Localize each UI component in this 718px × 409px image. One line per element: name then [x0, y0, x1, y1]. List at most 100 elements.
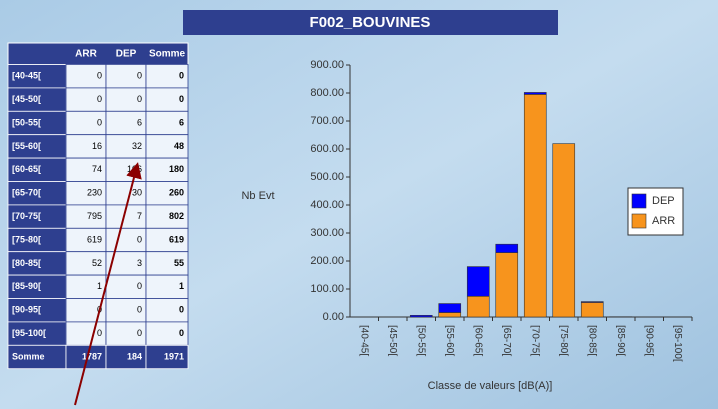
x-tick-label: [70-75[: [530, 325, 541, 356]
bar-segment: [580, 302, 604, 318]
table-value: 180: [169, 164, 184, 174]
y-tick-label: 500.00: [310, 171, 344, 183]
y-axis-label: Nb Evt: [241, 190, 274, 202]
row-label: [90-95[: [12, 305, 41, 315]
y-tick-label: 600.00: [310, 143, 344, 155]
row-label: [60-65[: [12, 164, 41, 174]
table-value: 48: [174, 141, 184, 151]
title: F002_BOUVINES: [310, 14, 431, 31]
legend-swatch: [631, 193, 647, 209]
y-tick-label: 400.00: [310, 199, 344, 211]
bar-segment: [438, 303, 462, 313]
table-value: 0: [97, 117, 102, 127]
x-tick-label: [65-70[: [501, 325, 512, 356]
column-header: ARR: [75, 48, 97, 59]
legend-label: DEP: [652, 195, 675, 207]
title-bar: [183, 10, 558, 35]
table-value: 0: [179, 71, 184, 81]
bar-segment: [523, 94, 547, 318]
bar-segment: [438, 312, 462, 318]
row-label: [40-45[: [12, 71, 41, 81]
row-label: [70-75[: [12, 211, 41, 221]
table-value: 52: [92, 258, 102, 268]
table-value: 0: [179, 328, 184, 338]
row-label: [55-60[: [12, 141, 41, 151]
table: ARR DEP Somme [40-45[ 0 0 0 [45-50[ 0 0 0 [50-55[ 0 6…: [7, 42, 189, 370]
column-header: DEP: [116, 48, 137, 59]
bar-segment: [552, 143, 576, 318]
table-value: 0: [137, 94, 142, 104]
bar-segment: [466, 295, 490, 318]
x-axis-label: Classe de valeurs [dB(A)]: [428, 380, 553, 392]
table-value: 16: [92, 141, 102, 151]
x-tick-label: [40-45[: [359, 325, 370, 356]
x-tick-label: [75-80[: [558, 325, 569, 356]
table-value: 1: [179, 281, 184, 291]
y-tick-label: 100.00: [310, 283, 344, 295]
row-label: [95-100[: [12, 328, 46, 338]
y-tick-label: 0.00: [323, 311, 344, 323]
row-label: [80-85[: [12, 258, 41, 268]
table-value: 3: [137, 258, 142, 268]
x-tick-label: [90-95[: [644, 325, 655, 356]
legend-label: ARR: [652, 215, 675, 227]
table-value: 230: [87, 188, 102, 198]
table-value: 802: [169, 211, 184, 221]
chart: 0.00 100.00 200.00 300.00 400.00 500.00 600.00…: [241, 59, 693, 392]
table-value: 6: [179, 117, 184, 127]
legend-swatch: [631, 213, 647, 229]
table-value: 55: [174, 258, 184, 268]
table-value: 0: [137, 71, 142, 81]
table-value: 260: [169, 188, 184, 198]
x-tick-label: [50-55[: [416, 325, 427, 356]
bar-segment: [495, 252, 519, 318]
table-value: 6: [137, 117, 142, 127]
table-cell: [145, 344, 189, 370]
arrow: [74, 162, 142, 406]
table-value: 0: [97, 94, 102, 104]
row-label: [65-70[: [12, 188, 41, 198]
table-value: 74: [92, 164, 102, 174]
bar-segment: [409, 315, 433, 318]
x-tick-label: [95-100[: [672, 325, 683, 362]
table-value: 0: [97, 71, 102, 81]
row-label: [75-80[: [12, 234, 41, 244]
table-value: 619: [87, 234, 102, 244]
row-label: [85-90[: [12, 281, 41, 291]
bar-segment: [466, 266, 490, 297]
table-value: 795: [87, 211, 102, 221]
table-value: 619: [169, 234, 184, 244]
y-tick-label: 300.00: [310, 227, 344, 239]
y-tick-label: 200.00: [310, 255, 344, 267]
y-tick-label: 800.00: [310, 87, 344, 99]
x-tick-label: [55-60[: [444, 325, 455, 356]
table-value: 0: [137, 328, 142, 338]
table-value: 0: [97, 328, 102, 338]
row-label: [45-50[: [12, 94, 41, 104]
table-value: 1: [97, 281, 102, 291]
table-value: 0: [137, 305, 142, 315]
row-label: Somme: [12, 351, 45, 361]
column-header: Somme: [149, 48, 186, 59]
y-tick-label: 700.00: [310, 115, 344, 127]
table-value: 7: [137, 211, 142, 221]
table-value: 1971: [164, 351, 184, 361]
x-tick-label: [80-85[: [587, 325, 598, 356]
table-value: 32: [132, 141, 142, 151]
bar-segment: [523, 92, 547, 95]
table-value: 0: [179, 94, 184, 104]
table-value: 184: [127, 351, 142, 361]
bar-segment: [580, 301, 604, 303]
table-value: 0: [137, 281, 142, 291]
row-label: [50-55[: [12, 117, 41, 127]
x-tick-label: [85-90[: [615, 325, 626, 356]
table-value: 30: [132, 188, 142, 198]
table-value: 0: [179, 305, 184, 315]
bar-segment: [495, 243, 519, 253]
x-tick-label: [45-50[: [387, 325, 398, 356]
table-value: 1787: [82, 351, 102, 361]
table-value: 0: [137, 234, 142, 244]
y-tick-label: 900.00: [310, 59, 344, 71]
x-tick-label: [60-65[: [473, 325, 484, 356]
